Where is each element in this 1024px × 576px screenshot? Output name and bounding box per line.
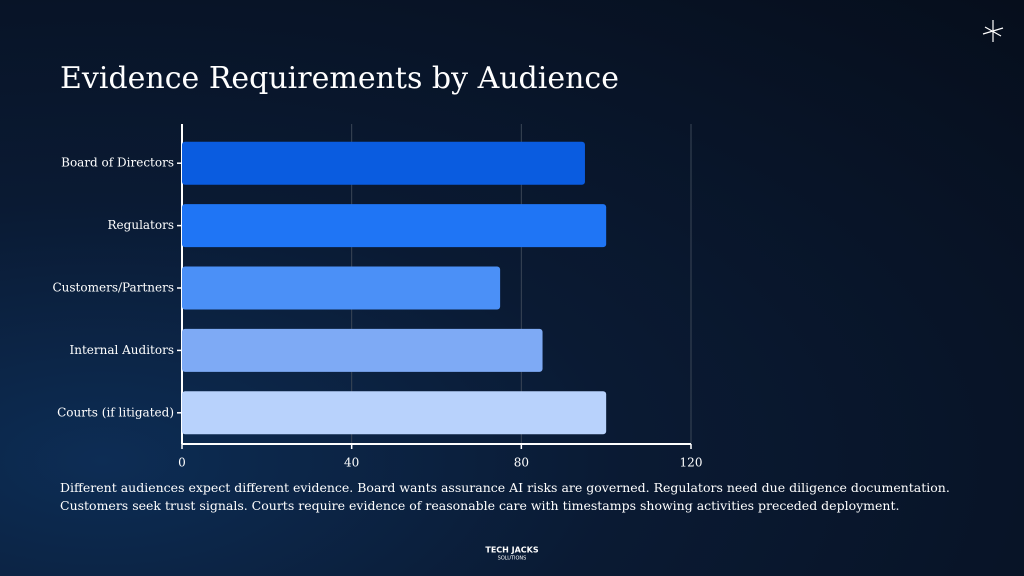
x-tick-label: 80 (514, 456, 529, 470)
y-tick-label: Board of Directors (61, 156, 174, 170)
x-tick-label: 40 (344, 456, 359, 470)
star-icon (982, 20, 1004, 42)
bar (182, 141, 585, 185)
y-tick-label: Courts (if litigated) (57, 405, 174, 419)
bar (182, 266, 501, 310)
bar (182, 328, 543, 372)
y-tick-label: Customers/Partners (52, 281, 174, 295)
chart-title: Evidence Requirements by Audience (60, 61, 619, 96)
x-tick-label: 120 (680, 456, 703, 470)
logo: TECH JACKS (485, 546, 539, 555)
bar (182, 391, 607, 435)
x-tick-label: 0 (178, 456, 186, 470)
bar (182, 204, 607, 248)
caption: Different audiences expect different evi… (60, 480, 950, 513)
y-tick-label: Regulators (108, 218, 174, 232)
logo-sub: SOLUTIONS (498, 556, 527, 562)
y-tick-label: Internal Auditors (69, 343, 174, 357)
